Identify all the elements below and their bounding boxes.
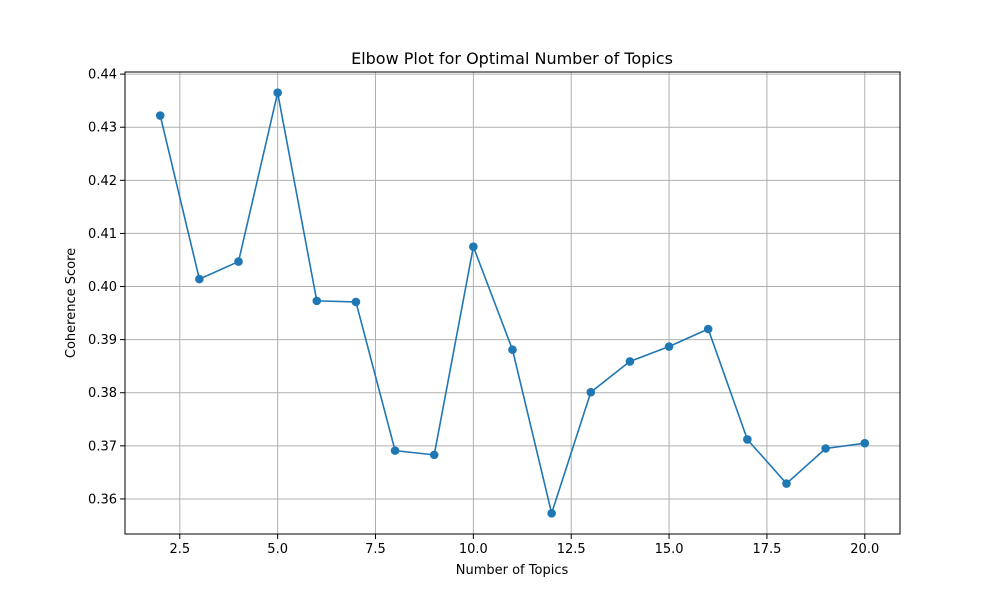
plot-frame [124,71,901,535]
x-tick-label: 5.0 [267,542,288,557]
data-point [469,242,478,252]
data-point [195,274,204,284]
x-tick-label: 12.5 [557,542,586,557]
series-line [159,91,865,515]
x-tick-label: 2.5 [169,542,190,557]
x-tick-label: 10.0 [459,542,488,557]
series-layer [155,88,870,518]
y-tick-label: 0.44 [88,68,117,83]
y-tick-label: 0.38 [88,386,117,401]
data-point [508,345,517,355]
data-point [273,88,282,98]
data-point [390,446,400,455]
y-tick-label: 0.37 [88,439,117,454]
y-tick-label: 0.43 [88,121,117,136]
data-point [351,297,361,307]
data-point [547,508,556,518]
y-tick-label: 0.42 [88,174,117,189]
data-point [664,342,674,351]
data-point [155,111,165,120]
data-point [312,296,322,306]
y-tick-label: 0.40 [88,280,117,295]
x-tick-label: 15.0 [655,542,684,557]
chart-title: Elbow Plot for Optimal Number of Topics [351,49,673,68]
data-point [703,324,713,334]
grid [125,72,900,534]
data-point [743,435,752,444]
y-tick-label: 0.41 [88,227,117,242]
data-point [234,257,243,266]
x-tick-label: 7.5 [365,542,386,557]
data-point [860,438,870,448]
y-tick-label: 0.39 [88,333,117,348]
data-point [821,444,830,453]
ticks: 2.5 5.0 7.5 10.0 12.5 15.0 17.5 20.0 0.36 0.37 0.3… [88,68,879,557]
y-tick-label: 0.36 [88,492,117,507]
data-point [782,479,791,488]
y-axis-label: Coherence Score [64,248,79,358]
x-tick-label: 17.5 [752,542,781,557]
x-tick-label: 20.0 [850,542,879,557]
data-point [586,387,596,397]
x-axis-label: Number of Topics [456,563,569,578]
data-point [429,450,439,460]
data-point [625,357,635,366]
